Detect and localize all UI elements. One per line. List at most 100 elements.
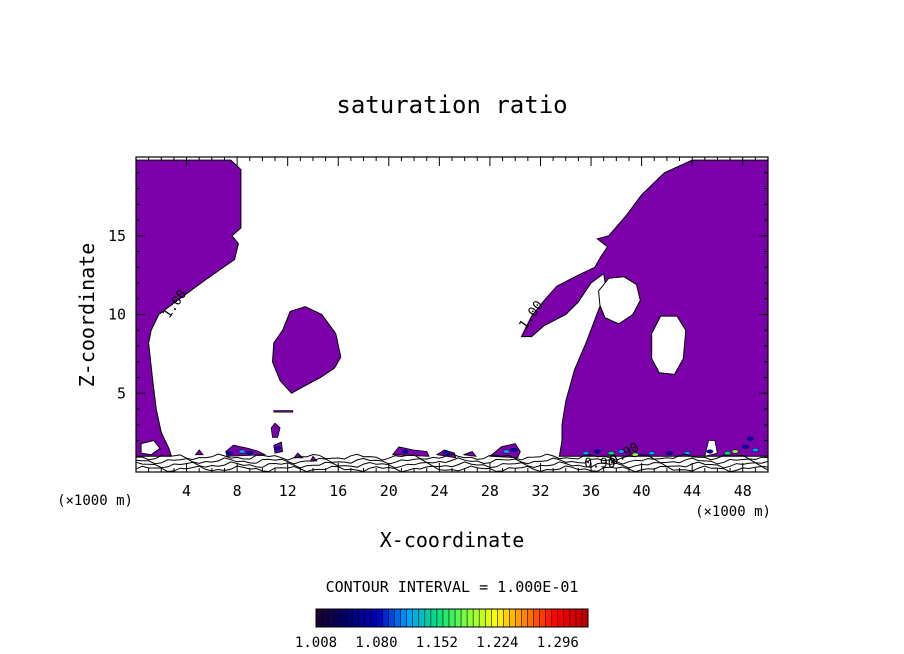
colorbar-cell: [575, 609, 583, 627]
colorbar-cell: [557, 609, 565, 627]
high-value-spot: [582, 451, 590, 456]
colorbar-tick-label: 1.008: [295, 635, 337, 651]
x-tick-label: 8: [233, 482, 242, 500]
chart-marks: 1.00 1.000.900.90: [135, 287, 769, 473]
region-left-column: [135, 159, 242, 457]
colorbar-cell: [503, 609, 510, 627]
contour-interval-label: CONTOUR INTERVAL = 1.000E-01: [326, 578, 579, 596]
region-hole-left: [140, 439, 161, 456]
high-value-spot: [706, 449, 714, 454]
colorbar-cell: [448, 609, 456, 627]
colorbar-cell: [346, 609, 353, 627]
high-value-spot: [274, 446, 282, 451]
colorbar-cell: [322, 609, 329, 627]
high-value-spot: [226, 451, 233, 456]
colorbar-cell: [461, 609, 468, 627]
colorbar-cell: [400, 609, 407, 627]
colorbar-cell: [334, 609, 341, 627]
x-tick-label: 20: [380, 482, 398, 500]
y-tick-label: 5: [117, 384, 126, 402]
contour-label-group: 0.90: [584, 457, 615, 472]
saturated-blob: [273, 410, 294, 413]
colorbar-cell: [376, 609, 383, 627]
region-hole-lower: [651, 315, 687, 375]
colorbar-cell: [364, 609, 371, 627]
high-value-spot: [502, 449, 510, 454]
high-value-spot: [741, 444, 749, 449]
high-value-spot: [665, 451, 673, 456]
chart-title: saturation ratio: [336, 91, 567, 119]
colorbar-frame: [315, 608, 589, 628]
y-axis-label: Z-coordinate: [75, 243, 99, 388]
plot-area: [135, 159, 769, 462]
contour-label: 0.90: [584, 457, 615, 472]
colorbar-cell: [533, 609, 540, 627]
colorbar-cell: [316, 609, 323, 627]
region-hole-upper: [598, 276, 641, 325]
colorbar-cell: [370, 609, 377, 627]
colorbar-cell: [479, 609, 486, 627]
colorbar-cell: [455, 609, 462, 627]
x-tick-label: 16: [329, 482, 347, 500]
high-value-spot: [593, 449, 601, 454]
x-tick-label: 40: [633, 482, 651, 500]
saturated-blob: [391, 446, 430, 457]
colorbar-cell: [467, 609, 474, 627]
colorbar-cell: [491, 609, 498, 627]
saturated-blob: [463, 451, 477, 457]
colorbar-cell: [563, 609, 571, 627]
colorbar-cell: [412, 609, 420, 627]
y-tick-label: 10: [108, 306, 126, 324]
high-value-spot: [731, 449, 739, 454]
surface-contour-line: [135, 457, 769, 465]
colorbar-cell: [424, 609, 432, 627]
colorbar-cell: [527, 609, 534, 627]
surface-contour-line: [135, 453, 769, 461]
colorbar-cell: [388, 609, 395, 627]
colorbar-cell: [418, 609, 426, 627]
colorbar-cell: [442, 609, 450, 627]
high-value-spot: [443, 451, 451, 456]
region-cell-12km: [271, 306, 342, 394]
colorbar-cell: [382, 609, 389, 627]
x-tick-label: 44: [683, 482, 701, 500]
high-value-spot: [617, 449, 625, 454]
y-axis-unit: (×1000 m): [57, 493, 133, 509]
x-axis-unit: (×1000 m): [695, 504, 771, 520]
y-tick-label: 15: [108, 227, 126, 245]
colorbar-cell: [497, 609, 504, 627]
colorbar-tick-label: 1.080: [355, 635, 397, 651]
colorbar-cell: [430, 609, 438, 627]
colorbar-cell: [394, 609, 401, 627]
high-value-spot: [751, 447, 759, 453]
colorbar-cell: [551, 609, 559, 627]
colorbar-cell: [509, 609, 516, 627]
colorbar-tick-label: 1.152: [416, 635, 458, 651]
high-value-spot: [401, 449, 409, 454]
colorbar: 1.008 1.080 1.152 1.224 1.296: [295, 608, 589, 651]
high-value-spot: [246, 451, 254, 456]
colorbar-cell: [569, 609, 577, 627]
region-right: [520, 159, 769, 457]
high-value-spot: [510, 447, 518, 453]
colorbar-cell: [358, 609, 365, 627]
colorbar-cell: [581, 609, 589, 627]
saturated-blob: [194, 449, 204, 456]
high-value-spot: [724, 451, 732, 456]
colorbar-cell: [352, 609, 359, 627]
colorbar-cell: [436, 609, 444, 627]
colorbar-cell: [340, 609, 347, 627]
high-value-spot: [746, 436, 754, 441]
x-axis-label: X-coordinate: [380, 528, 525, 552]
saturated-blob: [270, 422, 281, 438]
colorbar-cell: [545, 609, 553, 627]
high-value-spot: [607, 451, 615, 456]
colorbar-cell: [328, 609, 335, 627]
surface-contour-line: [135, 461, 769, 469]
x-tick-label: 4: [182, 482, 191, 500]
x-tick-label: 36: [582, 482, 600, 500]
colorbar-cell: [406, 609, 414, 627]
high-value-spot: [648, 451, 656, 456]
